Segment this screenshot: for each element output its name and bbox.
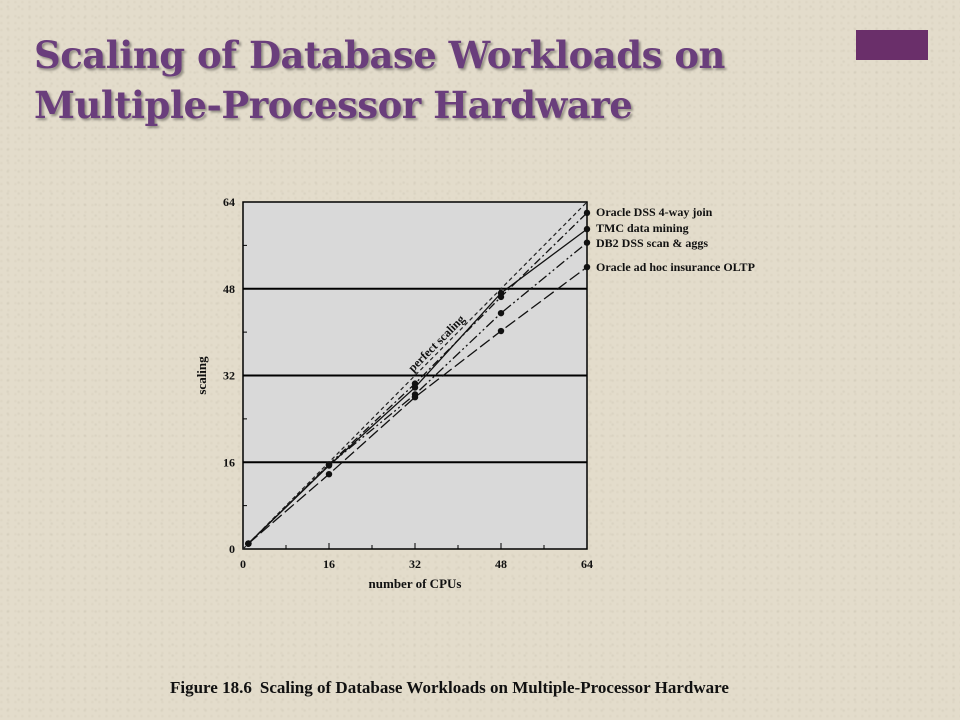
series-4-point-4 [497, 327, 505, 335]
series-2-point-4 [497, 289, 505, 297]
x-tick-label-64: 64 [581, 557, 593, 571]
series-4-point-2 [325, 470, 333, 478]
figure-caption-text: Scaling of Database Workloads on Multipl… [259, 678, 729, 697]
series-line-3 [247, 242, 588, 545]
x-tick-label-16: 16 [323, 557, 335, 571]
y-tick-label-64: 64 [223, 195, 235, 209]
y-tick-label-16: 16 [223, 455, 235, 469]
series-1-point-5 [583, 209, 591, 217]
legend-entry-3: DB2 DSS scan & aggs [596, 236, 708, 250]
legend-entry-1: Oracle DSS 4-way join [596, 205, 713, 219]
slide-title: Scaling of Database Workloads on Multipl… [34, 30, 834, 130]
perfect-scaling-line [242, 201, 588, 550]
y-tick-label-0: 0 [229, 542, 235, 556]
legend-entry-4: Oracle ad hoc insurance OLTP [596, 260, 755, 274]
y-tick-label-32: 32 [223, 369, 235, 383]
slide-title-line-2: Multiple-Processor Hardware [34, 83, 633, 127]
slide-title-line-1: Scaling of Database Workloads on [34, 33, 725, 77]
accent-box [856, 30, 928, 60]
series-3-point-2 [325, 461, 333, 469]
series-4-point-3 [411, 393, 419, 401]
series-3-point-4 [497, 309, 505, 317]
legend-entry-2: TMC data mining [596, 221, 689, 235]
figure-number: Figure 18.6 [170, 678, 252, 697]
series-4-point-5 [583, 263, 591, 271]
x-tick-label-0: 0 [240, 557, 246, 571]
x-axis-label: number of CPUs [369, 576, 462, 591]
series-2-point-5 [583, 225, 591, 233]
series-4-point-1 [245, 540, 252, 547]
series-3-point-5 [583, 239, 591, 246]
y-axis-label: scaling [194, 356, 209, 395]
x-tick-label-32: 32 [409, 557, 421, 571]
figure-caption: Figure 18.6 Scaling of Database Workloads… [170, 678, 830, 698]
y-tick-label-48: 48 [223, 282, 235, 296]
chart-container: 0 16 32 48 64 0 16 32 48 64 number of CPUs scaling p… [190, 185, 810, 605]
series-line-4 [247, 266, 588, 545]
series-2-point-3 [411, 384, 419, 391]
x-tick-label-48: 48 [495, 557, 507, 571]
